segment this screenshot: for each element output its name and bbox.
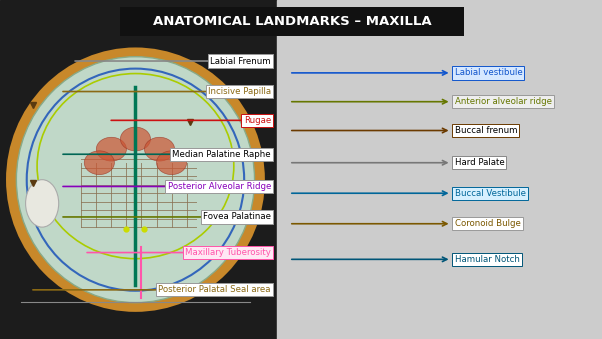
Text: Rugae: Rugae [244, 116, 271, 125]
Text: Posterior Palatal Seal area: Posterior Palatal Seal area [158, 285, 271, 294]
Text: Coronoid Bulge: Coronoid Bulge [455, 219, 520, 228]
Ellipse shape [120, 127, 150, 151]
Ellipse shape [16, 57, 255, 303]
Text: Buccal frenum: Buccal frenum [455, 126, 517, 135]
Bar [0, 0, 277, 339]
Text: Incisive Papilla: Incisive Papilla [208, 87, 271, 96]
Ellipse shape [25, 180, 59, 227]
Bar [277, 0, 602, 339]
Text: Maxillary Tuberosity: Maxillary Tuberosity [185, 248, 271, 257]
Ellipse shape [144, 137, 175, 161]
Text: Anterior alveolar ridge: Anterior alveolar ridge [455, 97, 551, 106]
Text: Hamular Notch: Hamular Notch [455, 255, 520, 264]
Text: ANATOMICAL LANDMARKS – MAXILLA: ANATOMICAL LANDMARKS – MAXILLA [153, 15, 431, 28]
Text: Posterior Alveolar Ridge: Posterior Alveolar Ridge [167, 182, 271, 191]
Ellipse shape [84, 151, 114, 175]
Ellipse shape [6, 47, 265, 312]
FancyBboxPatch shape [120, 7, 464, 36]
Text: Labial vestibule: Labial vestibule [455, 68, 523, 77]
Text: Fovea Palatinae: Fovea Palatinae [203, 213, 271, 221]
Text: Labial Frenum: Labial Frenum [210, 57, 271, 65]
Ellipse shape [96, 137, 126, 161]
Text: Hard Palate: Hard Palate [455, 158, 504, 167]
Text: Buccal Vestibule: Buccal Vestibule [455, 189, 526, 198]
Ellipse shape [157, 151, 187, 175]
Text: Median Palatine Raphe: Median Palatine Raphe [172, 150, 271, 159]
